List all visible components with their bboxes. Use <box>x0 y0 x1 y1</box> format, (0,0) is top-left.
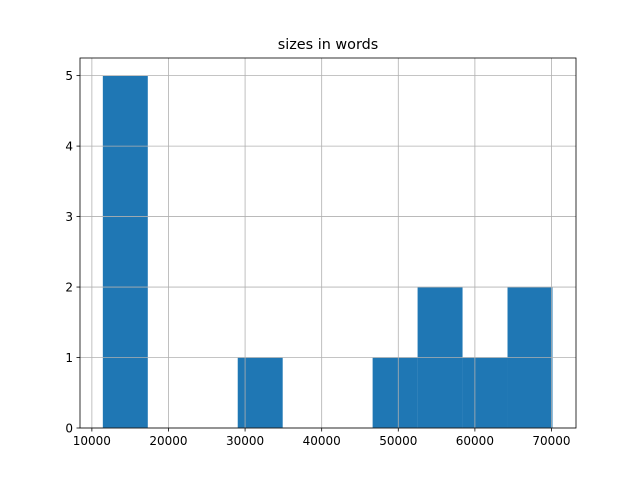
plot-frame <box>79 57 577 429</box>
x-tick-label: 60000 <box>456 434 494 448</box>
y-tick-label: 4 <box>65 140 73 154</box>
bar <box>372 357 418 428</box>
x-tick-label: 10000 <box>73 434 111 448</box>
y-tick-label: 0 <box>65 422 73 436</box>
x-tick-label: 70000 <box>532 434 570 448</box>
x-tick-label: 30000 <box>226 434 264 448</box>
bar <box>102 75 148 428</box>
y-tick-label: 5 <box>65 69 73 83</box>
chart-title: sizes in words <box>278 37 379 53</box>
y-tick-label: 2 <box>65 281 73 295</box>
bar <box>237 357 283 428</box>
y-tick-label: 1 <box>65 351 73 365</box>
x-tick-label: 20000 <box>149 434 187 448</box>
x-tick-label: 50000 <box>379 434 417 448</box>
bar <box>462 357 508 428</box>
y-tick-label: 3 <box>65 210 73 224</box>
x-tick-label: 40000 <box>303 434 341 448</box>
